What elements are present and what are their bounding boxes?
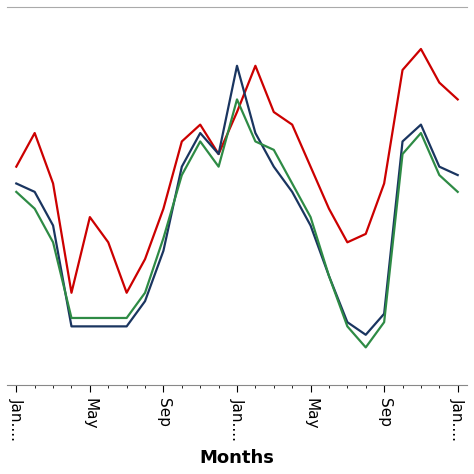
X-axis label: Months: Months: [200, 449, 274, 467]
